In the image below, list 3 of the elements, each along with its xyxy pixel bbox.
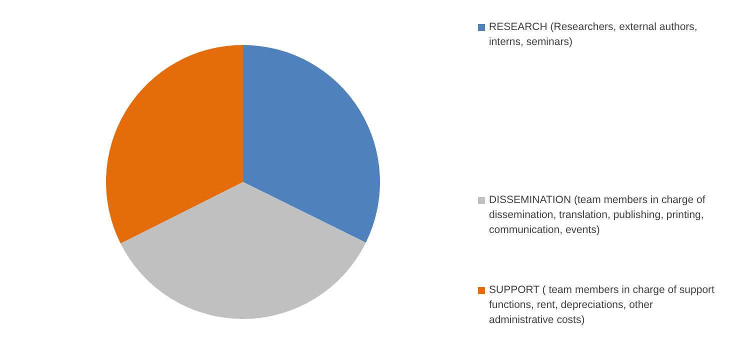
legend-label: SUPPORT ( team members in charge of support functions, rent, depreciations, other administrative costs) xyxy=(489,283,716,328)
legend-label: DISSEMINATION (team members in charge of dissemination, translation, publishing, printing, communication, events) xyxy=(489,193,706,238)
legend-label: RESEARCH (Researchers, external authors, interns, seminars) xyxy=(489,20,698,50)
